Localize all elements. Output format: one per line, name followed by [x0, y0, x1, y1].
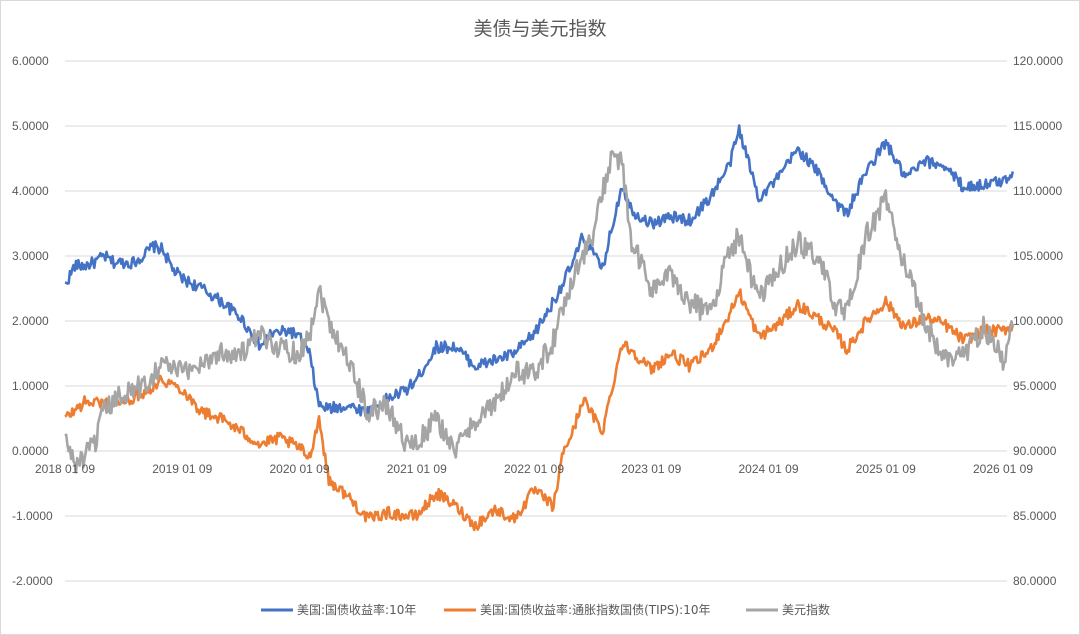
x-tick-label: 2021 01 09: [387, 462, 447, 476]
x-tick-label: 2020 01 09: [269, 462, 329, 476]
series-lines: [64, 124, 1015, 532]
x-tick-label: 2024 01 09: [738, 462, 798, 476]
series-line-1: [64, 124, 1015, 419]
gridlines: [65, 60, 1007, 582]
left-tick-label: 0.0000: [12, 444, 49, 458]
right-tick-label: 80.0000: [1013, 574, 1057, 588]
legend-label-3: 美元指数: [782, 602, 830, 617]
x-tick-label: 2026 01 09: [973, 462, 1033, 476]
left-tick-label: 4.0000: [12, 184, 49, 198]
x-axis-tick-labels: 2018 01 09 2019 01 09 2020 01 09 2021 01 09…: [35, 462, 1033, 476]
x-tick-label: 2025 01 09: [856, 462, 916, 476]
right-tick-label: 100.0000: [1013, 314, 1063, 328]
left-tick-label: 5.0000: [12, 119, 49, 133]
right-tick-label: 110.0000: [1013, 184, 1062, 198]
legend: 美国:国债收益率:10年 美国:国债收益率:通胀指数国债(TIPS):10年 美元指…: [261, 602, 830, 617]
right-tick-label: 85.0000: [1013, 509, 1057, 523]
left-tick-label: -2.0000: [12, 574, 53, 588]
left-tick-label: 6.0000: [12, 54, 49, 68]
right-tick-label: 95.0000: [1013, 379, 1057, 393]
chart-title: 美债与美元指数: [473, 18, 606, 40]
right-axis-tick-labels: 120.0000 115.0000 110.0000 105.0000 100.0000…: [1013, 54, 1063, 588]
left-tick-label: 1.0000: [12, 379, 49, 393]
x-tick-label: 2018 01 09: [35, 462, 95, 476]
legend-label-1: 美国:国债收益率:10年: [297, 602, 416, 617]
left-tick-label: -1.0000: [12, 509, 53, 523]
x-tick-label: 2019 01 09: [152, 462, 212, 476]
legend-label-2: 美国:国债收益率:通胀指数国债(TIPS):10年: [480, 602, 711, 617]
x-tick-label: 2023 01 09: [621, 462, 681, 476]
right-tick-label: 115.0000: [1013, 119, 1062, 133]
right-tick-label: 120.0000: [1013, 54, 1063, 68]
right-tick-label: 90.0000: [1013, 444, 1057, 458]
left-tick-label: 3.0000: [12, 249, 49, 263]
series-line-3: [64, 150, 1015, 474]
left-tick-label: 2.0000: [12, 314, 49, 328]
x-tick-label: 2022 01 09: [504, 462, 564, 476]
series-line-2: [64, 288, 1015, 532]
right-tick-label: 105.0000: [1013, 249, 1063, 263]
left-axis-tick-labels: 6.0000 5.0000 4.0000 3.0000 2.0000 1.0000 0.00…: [12, 54, 53, 588]
